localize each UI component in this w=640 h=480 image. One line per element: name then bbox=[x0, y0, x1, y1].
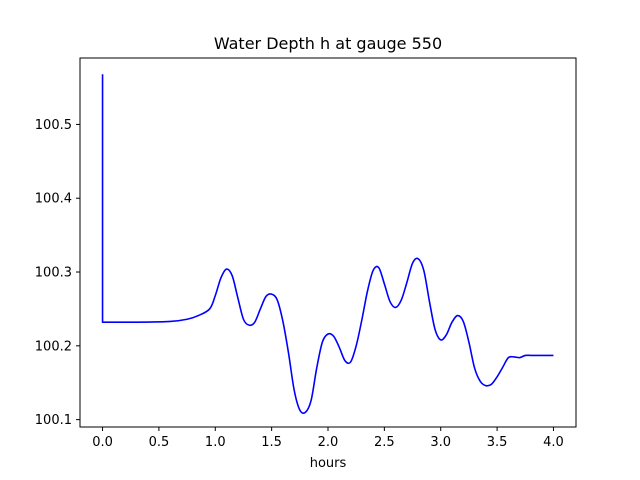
y-axis-ticks: 100.1 100.2 100.3 100.4 100.5 bbox=[35, 118, 80, 428]
y-tick-label: 100.2 bbox=[35, 339, 72, 354]
x-tick-label: 0.0 bbox=[92, 435, 113, 450]
x-axis-ticks: 0.0 0.5 1.0 1.5 2.0 2.5 3.0 3.5 4.0 bbox=[92, 427, 564, 450]
x-axis-label: hours bbox=[310, 456, 347, 471]
x-tick-label: 4.0 bbox=[543, 435, 564, 450]
series-line bbox=[101, 74, 554, 415]
x-tick-label: 1.0 bbox=[205, 435, 226, 450]
y-tick-label: 100.4 bbox=[35, 192, 72, 207]
chart-title: Water Depth h at gauge 550 bbox=[214, 34, 442, 53]
x-tick-label: 1.5 bbox=[261, 435, 282, 450]
x-tick-label: 2.0 bbox=[318, 435, 339, 450]
series-layer bbox=[101, 74, 554, 415]
plot-area: 0.0 0.5 1.0 1.5 2.0 2.5 3.0 3.5 4.0 100.1100.210… bbox=[35, 57, 577, 450]
y-tick-label: 100.3 bbox=[35, 266, 72, 281]
x-tick-label: 3.0 bbox=[430, 435, 451, 450]
x-tick-label: 2.5 bbox=[374, 435, 395, 450]
x-tick-label: 3.5 bbox=[487, 435, 508, 450]
y-tick-label: 100.5 bbox=[35, 118, 72, 133]
y-tick-label: 100.1 bbox=[35, 413, 72, 428]
x-tick-label: 0.5 bbox=[149, 435, 170, 450]
